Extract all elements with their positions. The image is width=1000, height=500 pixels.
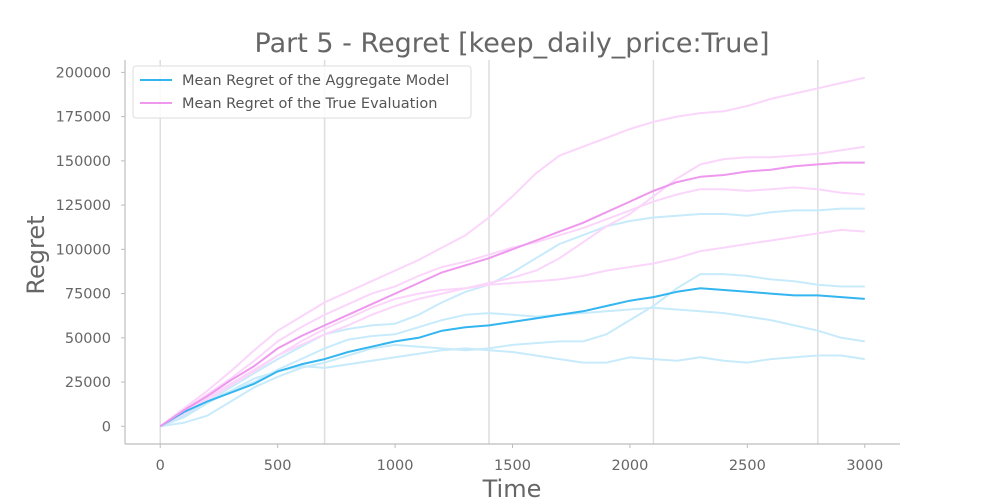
background-runs bbox=[159, 76, 866, 428]
y-tick-label-5: 125000 bbox=[56, 198, 111, 214]
background-run-line-1 bbox=[159, 347, 865, 428]
series-lines bbox=[159, 161, 865, 428]
x-tick-label-3: 1500 bbox=[494, 458, 531, 474]
legend-label-true-evaluation: Mean Regret of the True Evaluation bbox=[182, 96, 437, 112]
x-tick-label-5: 2500 bbox=[729, 458, 766, 474]
y-tick-label-6: 150000 bbox=[56, 154, 111, 170]
y-tick-label-8: 200000 bbox=[56, 65, 111, 81]
y-tick-label-4: 100000 bbox=[56, 242, 111, 258]
y-ticks: 0 25000 50000 75000 100000 125000 150000 175000… bbox=[56, 65, 125, 435]
y-tick-label-2: 50000 bbox=[65, 331, 111, 347]
x-tick-label-0: 0 bbox=[156, 458, 165, 474]
chart-title: Part 5 - Regret [keep_daily_price:True] bbox=[255, 28, 770, 59]
x-tick-label-4: 2000 bbox=[611, 458, 648, 474]
x-tick-label-1: 500 bbox=[264, 458, 292, 474]
series-line-0 bbox=[159, 287, 865, 428]
series-line-1 bbox=[159, 161, 865, 428]
y-axis-label: Regret bbox=[22, 215, 50, 294]
background-run-line-4 bbox=[159, 76, 866, 428]
background-run-line-3 bbox=[160, 273, 865, 428]
grid bbox=[159, 60, 819, 444]
y-tick-label-7: 175000 bbox=[56, 110, 111, 126]
background-run-line-0 bbox=[159, 207, 865, 428]
background-run-line-2 bbox=[159, 306, 865, 428]
y-tick-label-0: 0 bbox=[102, 419, 111, 435]
legend-label-aggregate-model: Mean Regret of the Aggregate Model bbox=[182, 73, 449, 89]
background-run-line-6 bbox=[159, 186, 865, 428]
x-axis-label: Time bbox=[482, 475, 542, 500]
y-tick-label-3: 75000 bbox=[65, 287, 111, 303]
legend-box bbox=[132, 65, 472, 119]
y-tick-label-1: 25000 bbox=[65, 375, 111, 391]
x-tick-label-2: 1000 bbox=[377, 458, 414, 474]
background-run-line-7 bbox=[159, 228, 865, 428]
x-tick-label-6: 3000 bbox=[846, 458, 883, 474]
background-run-line-5 bbox=[159, 145, 865, 428]
x-ticks: 0 500 1000 1500 2000 2500 3000 bbox=[156, 444, 883, 474]
legend: Mean Regret of the Aggregate Model Mean … bbox=[132, 65, 472, 119]
